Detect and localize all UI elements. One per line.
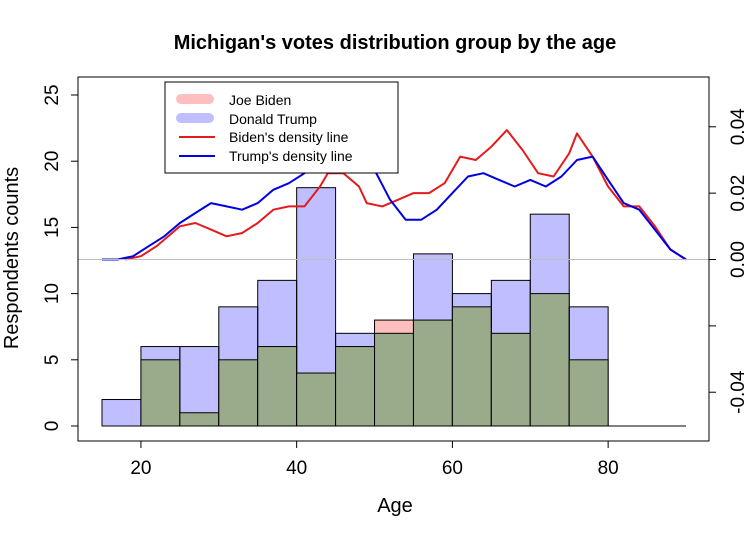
bar-trump <box>101 399 142 427</box>
y-axis-label: Respondents counts <box>1 167 23 349</box>
bar-overlap <box>568 359 609 427</box>
bar-overlap <box>296 372 337 427</box>
legend: Joe Biden Donald Trump Biden's density l… <box>164 81 399 174</box>
y2-axis: -0.04 0.00 0.02 0.04 <box>708 108 749 414</box>
bar-overlap <box>490 332 531 427</box>
x-tick-label: 80 <box>598 458 619 479</box>
bar-overlap <box>451 306 492 427</box>
legend-swatch-trump <box>176 113 214 123</box>
x-tick-label: 60 <box>442 458 463 479</box>
y-tick-label: 10 <box>42 283 63 304</box>
y-tick-label: 25 <box>42 84 63 105</box>
legend-label-biden: Joe Biden <box>229 92 291 108</box>
y2-tick-label: 0.00 <box>728 241 749 278</box>
density-line-trump <box>102 135 687 261</box>
y2-tick-label: 0.02 <box>728 175 749 212</box>
x-axis: 20 40 60 80 <box>130 440 619 479</box>
histogram-bars <box>101 187 686 427</box>
x-tick-label: 40 <box>286 458 307 479</box>
bar-overlap <box>218 359 259 427</box>
bar-overlap <box>335 346 376 427</box>
legend-label-biden-density: Biden's density line <box>229 129 349 145</box>
chart-title: Michigan's votes distribution group by t… <box>174 32 617 54</box>
y-tick-label: 20 <box>42 151 63 172</box>
bar-overlap <box>412 319 453 427</box>
density-lines <box>102 129 687 261</box>
y-tick-label: 15 <box>42 217 63 238</box>
legend-box <box>164 81 399 174</box>
bar-overlap <box>179 412 220 427</box>
y-axis: 0 5 10 15 20 25 <box>42 84 79 432</box>
x-axis-label: Age <box>377 495 413 517</box>
y2-tick-label: -0.04 <box>728 370 749 414</box>
bar-overlap <box>257 346 298 427</box>
legend-label-trump-density: Trump's density line <box>229 148 353 164</box>
legend-swatch-biden <box>176 94 214 104</box>
y-tick-label: 5 <box>42 355 63 366</box>
x-tick-label: 20 <box>130 458 151 479</box>
y2-tick-label: 0.04 <box>728 108 749 145</box>
bar-overlap <box>374 332 414 427</box>
bar-overlap <box>140 359 181 427</box>
y-tick-label: 0 <box>42 421 63 432</box>
legend-label-trump: Donald Trump <box>229 111 317 127</box>
density-line-biden <box>125 129 687 261</box>
bar-overlap <box>529 293 570 427</box>
